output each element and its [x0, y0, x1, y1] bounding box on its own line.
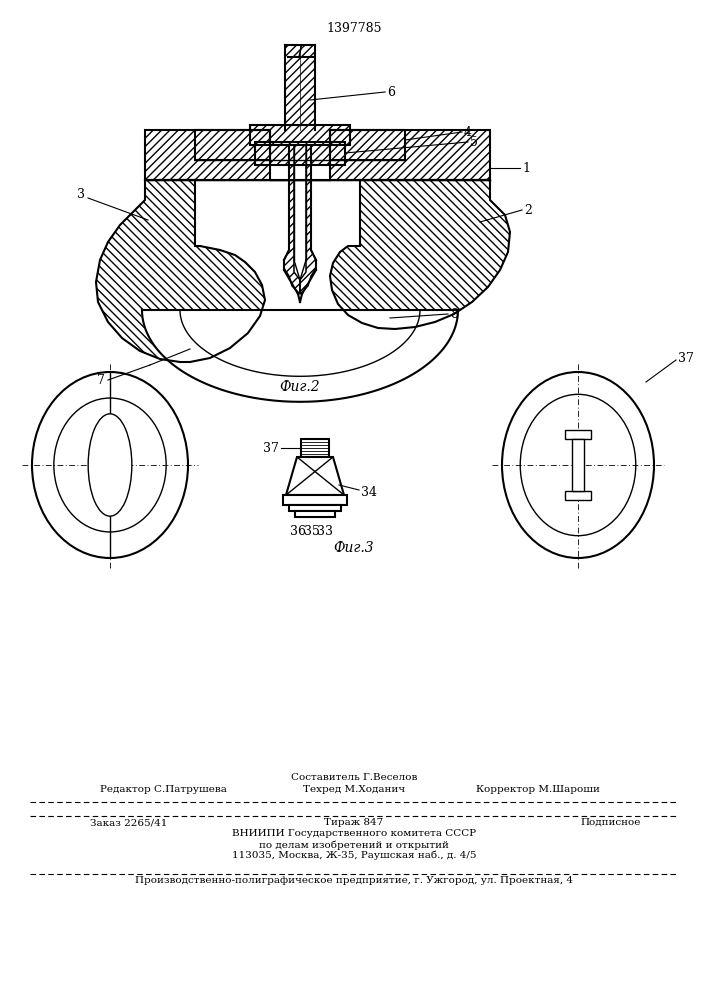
Polygon shape	[286, 457, 344, 495]
Polygon shape	[145, 130, 270, 180]
Text: Редактор С.Патрушева: Редактор С.Патрушева	[100, 785, 227, 794]
Ellipse shape	[520, 394, 636, 536]
Polygon shape	[195, 130, 270, 160]
Text: 34: 34	[361, 486, 377, 498]
Text: Фиг.3: Фиг.3	[334, 541, 374, 555]
Polygon shape	[330, 180, 510, 329]
Polygon shape	[284, 145, 300, 294]
Text: Производственно-полиграфическое предприятие, г. Ужгород, ул. Проектная, 4: Производственно-полиграфическое предприя…	[135, 876, 573, 885]
Polygon shape	[285, 45, 315, 130]
Text: 7: 7	[97, 373, 105, 386]
Bar	[565, 430, 591, 439]
Text: Тираж 847: Тираж 847	[325, 818, 384, 827]
Text: Составитель Г.Веселов: Составитель Г.Веселов	[291, 773, 417, 782]
Bar	[283, 495, 347, 505]
Polygon shape	[142, 310, 458, 402]
Text: Заказ 2265/41: Заказ 2265/41	[90, 818, 168, 827]
Text: Подписное: Подписное	[580, 818, 641, 827]
Text: 8: 8	[450, 308, 458, 322]
Ellipse shape	[502, 372, 654, 558]
Text: I: I	[297, 44, 303, 61]
Text: 3: 3	[77, 188, 85, 202]
Text: Фиг.2: Фиг.2	[280, 380, 320, 394]
Text: по делам изобретений и открытий: по делам изобретений и открытий	[259, 840, 449, 850]
Text: ВНИИПИ Государственного комитета СССР: ВНИИПИ Государственного комитета СССР	[232, 829, 476, 838]
Ellipse shape	[88, 414, 132, 516]
Text: 37: 37	[263, 442, 279, 454]
Text: 5: 5	[470, 135, 478, 148]
Ellipse shape	[32, 372, 188, 558]
Text: 1: 1	[522, 161, 530, 174]
Text: 6: 6	[387, 86, 395, 99]
Polygon shape	[300, 145, 316, 294]
Bar	[301, 439, 329, 457]
Ellipse shape	[54, 398, 166, 532]
Text: 1397785: 1397785	[326, 22, 382, 35]
Text: 113035, Москва, Ж-35, Раушская наб., д. 4/5: 113035, Москва, Ж-35, Раушская наб., д. …	[232, 851, 477, 860]
Text: 33: 33	[317, 525, 333, 538]
Text: 37: 37	[678, 352, 694, 364]
Bar	[295, 511, 335, 517]
Polygon shape	[250, 125, 350, 145]
Text: 35: 35	[304, 525, 320, 538]
Text: Корректор М.Шароши: Корректор М.Шароши	[476, 785, 600, 794]
Polygon shape	[96, 180, 265, 362]
Polygon shape	[255, 142, 345, 165]
Bar	[572, 439, 584, 491]
Polygon shape	[330, 130, 405, 160]
Bar	[565, 491, 591, 500]
Polygon shape	[330, 130, 490, 180]
Text: 2: 2	[524, 204, 532, 217]
Text: Техред М.Ходанич: Техред М.Ходанич	[303, 785, 405, 794]
Text: 36: 36	[290, 525, 306, 538]
Bar	[289, 505, 341, 511]
Text: 4: 4	[464, 125, 472, 138]
